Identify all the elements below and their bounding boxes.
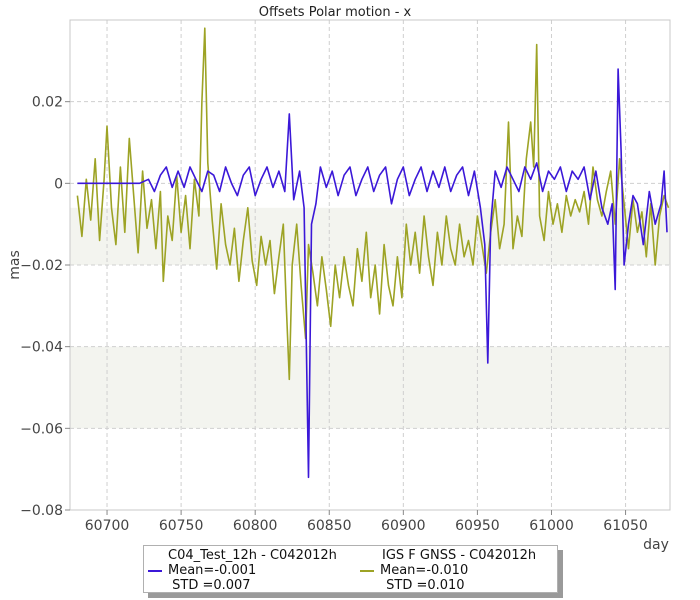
legend-series-name: C04_Test_12h - C042012h (168, 548, 337, 563)
chart-title: Offsets Polar motion - x (259, 5, 412, 20)
x-axis: 60700 60750 60800 60850 60900 60950 61000 61050 (85, 510, 648, 534)
x-tick-label: 60750 (159, 518, 204, 534)
y-tick-label: −0.04 (20, 340, 63, 356)
legend-mean: Mean=-0.010 (380, 563, 469, 578)
legend-swatch (148, 569, 162, 572)
legend-swatch (360, 569, 374, 572)
x-tick-label: 61050 (603, 518, 648, 534)
legend-std: STD =0.010 (382, 578, 465, 593)
series-line-1 (76, 27, 670, 381)
y-tick-label: 0 (54, 176, 63, 192)
legend-entry-c04: C04_Test_12h - C042012h Mean=-0.001 STD … (148, 548, 348, 593)
series-line-0 (77, 68, 668, 479)
band (70, 346, 670, 429)
grid (70, 20, 670, 511)
x-tick-label: 61000 (529, 518, 574, 534)
legend-series-name: IGS F GNSS - C042012h (382, 548, 537, 563)
x-tick-label: 60700 (85, 518, 130, 534)
background-bands (70, 207, 670, 429)
legend-entry-igs: IGS F GNSS - C042012h Mean=-0.010 STD =0… (360, 548, 560, 593)
legend-mean: Mean=-0.001 (168, 563, 257, 578)
band (70, 207, 670, 265)
legend-std: STD =0.007 (168, 578, 251, 593)
y-tick-label: −0.08 (20, 503, 63, 519)
x-axis-label: day (643, 537, 669, 553)
y-axis-label: mas (7, 250, 23, 280)
x-tick-label: 60800 (233, 518, 278, 534)
y-tick-label: −0.02 (20, 258, 63, 274)
x-tick-label: 60950 (455, 518, 500, 534)
y-tick-label: −0.06 (20, 421, 63, 437)
y-tick-label: 0.02 (32, 95, 63, 111)
series-lines (76, 27, 670, 479)
y-axis: −0.08 −0.06 −0.04 −0.02 0 0.02 (20, 95, 70, 519)
x-tick-label: 60900 (381, 518, 426, 534)
x-tick-label: 60850 (307, 518, 352, 534)
legend: C04_Test_12h - C042012h Mean=-0.001 STD … (143, 545, 558, 593)
